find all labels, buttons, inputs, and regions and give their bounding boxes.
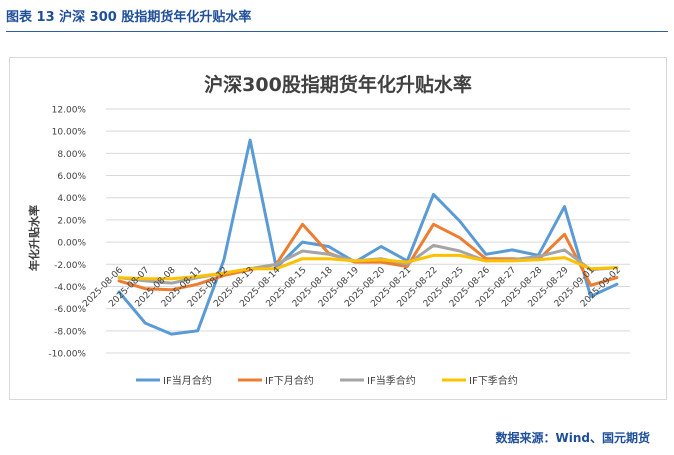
- source-note: 数据来源：Wind、国元期货: [495, 431, 650, 445]
- y-tick-label: 2.00%: [57, 216, 86, 226]
- series-line: [117, 253, 619, 281]
- series-line: [117, 138, 619, 336]
- legend-label: IF下季合约: [469, 374, 518, 387]
- y-tick-label: 4.00%: [57, 194, 86, 204]
- y-tick-label: -2.00%: [54, 261, 86, 271]
- chart-frame: 沪深300股指期货年化升贴水率 年化升贴水率 12.00% 10.00% 8.00%…: [9, 57, 667, 400]
- legend-label: IF当月合约: [163, 374, 212, 387]
- y-tick-label: 8.00%: [57, 150, 86, 160]
- y-tick-label: 12.00%: [52, 106, 87, 116]
- figure-label: 图表 13 沪深 300 股指期货年化升贴水率: [6, 10, 252, 25]
- y-tick-label: 10.00%: [52, 128, 87, 138]
- y-tick-label: 0.00%: [57, 239, 86, 249]
- chart-title: 沪深300股指期货年化升贴水率: [204, 73, 472, 96]
- header-divider: [6, 31, 668, 32]
- y-tick-label: -8.00%: [54, 327, 86, 337]
- chart-svg: 沪深300股指期货年化升贴水率 年化升贴水率 12.00% 10.00% 8.00%…: [27, 73, 630, 387]
- y-tick-label: -4.00%: [54, 283, 86, 293]
- y-tick-label: -6.00%: [54, 305, 86, 315]
- legend-label: IF当季合约: [367, 374, 416, 387]
- y-axis-label: 年化升贴水率: [27, 205, 41, 271]
- y-tick-label: -10.00%: [48, 350, 86, 360]
- y-tick-label: 6.00%: [57, 172, 86, 182]
- legend-label: IF下月合约: [265, 374, 314, 387]
